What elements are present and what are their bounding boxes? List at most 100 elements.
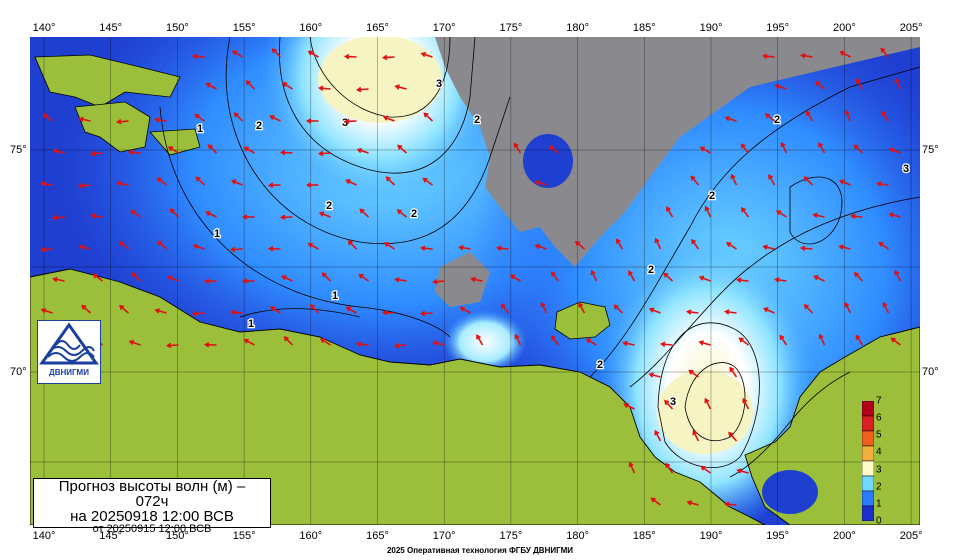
- wave-arrow-197: [687, 501, 699, 506]
- legend-label-5: 2: [876, 481, 882, 493]
- wave-arrow-head-184: [729, 366, 735, 372]
- wave-arrow-181: [891, 337, 901, 346]
- wave-arrow-89: [889, 213, 901, 218]
- wave-arrow-head-90: [39, 246, 46, 253]
- wave-arrow-139: [155, 309, 167, 314]
- polynya: [523, 134, 573, 188]
- wave-arrow-76: [170, 208, 180, 218]
- siberia-coast: [30, 268, 766, 525]
- wave-arrow-2: [272, 48, 282, 58]
- wave-arrow-84: [705, 206, 712, 218]
- wave-arrow-143: [310, 304, 320, 314]
- wave-arrow-14: [319, 87, 331, 90]
- wave-arrow-178: [779, 335, 788, 346]
- wave-arrow-65: [423, 177, 433, 186]
- wave-arrow-head-136: [40, 307, 47, 314]
- wave-arrow-66: [535, 180, 547, 186]
- wave-arrow-head-58: [156, 177, 162, 183]
- wave-arrow-head-82: [396, 209, 402, 215]
- wave-arrow-131: [737, 278, 749, 282]
- wave-arrow-head-56: [77, 182, 84, 189]
- wave-arrow-73: [53, 216, 65, 219]
- wave-arrow-head-96: [267, 245, 274, 252]
- lon-label-top-9: 185°: [632, 22, 656, 34]
- wave-arrow-157: [844, 302, 852, 314]
- legend-label-7: 0: [876, 515, 882, 527]
- wave-arrow-head-45: [356, 147, 363, 154]
- wave-arrow-170: [476, 335, 484, 346]
- wave-arrow-95: [231, 248, 243, 251]
- lon-label-top-6: 170°: [432, 22, 456, 34]
- wave-arrow-130: [699, 276, 711, 282]
- wave-arrow-head-28: [305, 118, 312, 124]
- wave-arrow-99: [384, 242, 395, 250]
- wave-arrow-head-110: [799, 245, 806, 252]
- wave-arrow-102: [497, 247, 509, 250]
- wave-arrow-3: [308, 50, 319, 58]
- island-new-siberia: [74, 101, 151, 153]
- legend-label-0: 7: [876, 395, 882, 407]
- wave-arrow-head-22: [78, 116, 84, 123]
- wave-arrow-head-66: [534, 180, 541, 186]
- wave-arrow-head-146: [419, 310, 426, 317]
- wave-arrow-head-60: [230, 179, 237, 185]
- contour-label-0: 1: [197, 123, 203, 135]
- wave-arrow-12: [246, 80, 256, 90]
- wave-arrow-103: [535, 244, 547, 250]
- wave-arrow-head-83: [666, 206, 671, 212]
- wave-arrow-82: [397, 209, 407, 218]
- wave-arrow-68: [730, 174, 738, 186]
- wave-arrow-head-144: [345, 306, 351, 312]
- wave-arrow-head-72: [876, 181, 882, 187]
- wave-arrow-head-157: [844, 301, 850, 308]
- wave-arrow-head-167: [356, 341, 362, 347]
- map-title: Прогноз высоты волн (м) –: [58, 478, 246, 495]
- legend-swatch-1: [862, 415, 874, 432]
- wave-arrow-186: [664, 400, 674, 410]
- wave-arrow-18: [815, 81, 826, 90]
- wave-arrow-head-73: [51, 214, 58, 221]
- wave-arrow-head-112: [878, 241, 884, 247]
- wave-arrow-15: [357, 88, 369, 91]
- wave-arrow-head-7: [762, 53, 768, 59]
- wave-arrow-head-85: [740, 206, 746, 213]
- wave-arrow-50: [740, 143, 750, 154]
- wave-arrow-182: [649, 373, 661, 378]
- wave-arrow-head-185: [623, 403, 629, 408]
- wave-arrow-41: [208, 144, 218, 154]
- wave-arrow-head-107: [691, 238, 697, 245]
- wave-arrow-head-31: [423, 112, 429, 118]
- wave-arrow-head-86: [775, 210, 782, 216]
- wave-arrow-head-182: [648, 372, 654, 378]
- wave-arrow-136: [41, 308, 53, 314]
- wave-arrow-190: [692, 430, 700, 442]
- wave-arrow-head-173: [585, 338, 592, 344]
- wave-arrow-head-98: [347, 240, 353, 246]
- wave-arrow-25: [195, 114, 205, 122]
- wave-arrow-head-19: [856, 78, 861, 84]
- forecast-lead: 072ч: [135, 493, 169, 510]
- wave-arrow-head-187: [704, 397, 710, 404]
- wave-arrow-83: [666, 207, 674, 218]
- wave-arrow-144: [346, 306, 357, 314]
- wave-arrow-38: [91, 152, 103, 155]
- wave-arrow-head-29: [343, 118, 350, 125]
- wave-arrow-head-79: [279, 214, 286, 221]
- wave-arrow-head-70: [803, 176, 809, 182]
- wave-arrow-head-46: [397, 144, 403, 150]
- wave-arrow-head-125: [509, 274, 516, 280]
- wave-arrow-head-148: [500, 303, 506, 309]
- wave-arrow-174: [623, 342, 635, 346]
- wave-arrow-24: [155, 118, 167, 122]
- wave-arrow-head-3: [307, 50, 313, 56]
- wave-arrow-69: [768, 174, 776, 186]
- legend-swatch-3: [862, 445, 874, 462]
- wave-arrow-head-198: [723, 501, 730, 508]
- wave-arrow-head-139: [154, 308, 160, 314]
- wave-arrow-140: [193, 312, 205, 315]
- wave-arrow-head-74: [90, 213, 96, 219]
- wave-arrow-head-188: [742, 397, 748, 404]
- wave-arrow-58: [157, 177, 167, 186]
- wave-arrow-head-23: [115, 118, 122, 125]
- wave-arrow-48: [549, 145, 559, 154]
